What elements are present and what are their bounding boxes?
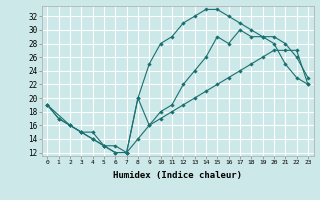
X-axis label: Humidex (Indice chaleur): Humidex (Indice chaleur): [113, 171, 242, 180]
